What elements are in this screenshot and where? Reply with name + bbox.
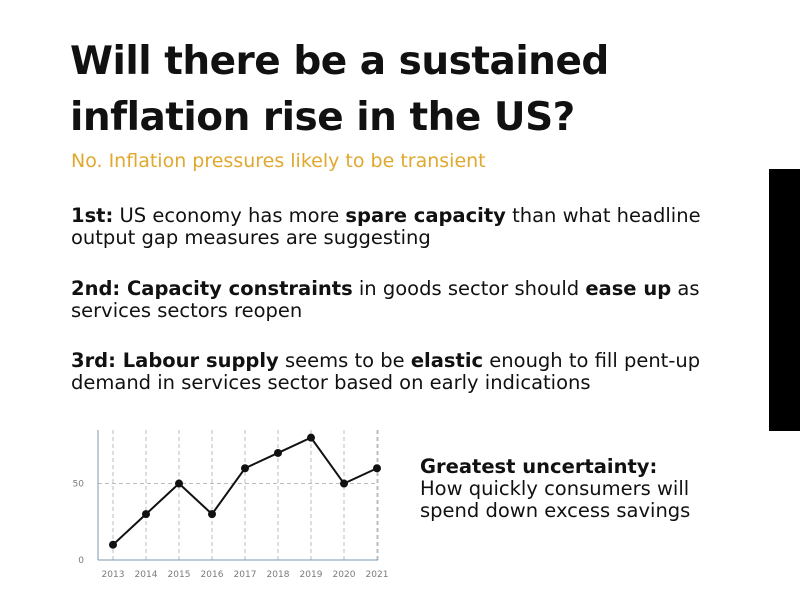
data-point-2017: [241, 464, 249, 473]
uncertainty-text: How quickly consumers will spend down ex…: [420, 477, 691, 522]
chart-series: [109, 433, 381, 549]
point-3: 3rd: Labour supply seems to be elastic e…: [71, 350, 731, 394]
uncertainty-callout: Greatest uncertainty: How quickly consum…: [420, 456, 750, 522]
data-point-2019: [307, 433, 315, 442]
data-point-2014: [142, 510, 150, 519]
data-point-2013: [109, 540, 117, 549]
chart-grid: [98, 430, 379, 560]
x-tick-label: 2020: [333, 570, 356, 580]
point-3-segment-3: elastic: [410, 349, 484, 372]
point-2-segment-2: in goods sector should: [352, 277, 586, 300]
chart-axes: [97, 430, 378, 561]
x-tick-label: 2021: [366, 570, 389, 580]
data-point-2018: [274, 448, 282, 457]
point-2-segment-3: ease up: [585, 277, 672, 300]
point-3-segment-4: enough to fill pent-up demand in service…: [71, 349, 701, 394]
point-1-segment-4: than what headline output gap measures a…: [71, 204, 701, 249]
chart-labels: 2013 2014 2015 2016 2017 2018 2019 2020 2021 0 50: [73, 480, 389, 580]
data-point-2020: [340, 479, 348, 488]
point-1-segment-3: spare capacity: [345, 204, 506, 227]
point-1-segment-1: 1st:: [71, 204, 114, 227]
point-2-segment-1: 2nd: Capacity constraints: [71, 277, 353, 300]
y-tick-label: 0: [78, 556, 84, 566]
point-2-segment-4: as services sectors reopen: [71, 277, 700, 322]
x-tick-label: 2018: [267, 570, 290, 580]
slide-subtitle: No. Inflation pressures likely to be tra…: [71, 150, 486, 172]
point-3-segment-1: 3rd: Labour supply: [71, 349, 279, 372]
x-tick-label: 2013: [102, 570, 125, 580]
data-point-2021: [373, 464, 381, 473]
point-2: 2nd: Capacity constraints in goods secto…: [71, 278, 731, 322]
data-point-2016: [208, 510, 216, 519]
point-1: 1st: US economy has more spare capacity …: [71, 205, 731, 249]
slide-title: Will there be a sustained inflation rise…: [70, 39, 609, 140]
data-point-2015: [175, 479, 183, 488]
x-tick-label: 2017: [234, 570, 257, 580]
uncertainty-heading: Greatest uncertainty:: [420, 455, 658, 478]
point-1-segment-2: US economy has more: [113, 204, 346, 227]
y-tick-label: 50: [73, 480, 85, 490]
x-tick-label: 2016: [201, 570, 224, 580]
side-accent-bar: [769, 169, 800, 431]
point-3-segment-2: seems to be: [278, 349, 411, 372]
line-chart: 2013 2014 2015 2016 2017 2018 2019 2020 2021 0 50: [73, 430, 389, 580]
x-tick-label: 2015: [168, 570, 191, 580]
x-tick-label: 2014: [135, 570, 158, 580]
x-tick-label: 2019: [300, 570, 323, 580]
